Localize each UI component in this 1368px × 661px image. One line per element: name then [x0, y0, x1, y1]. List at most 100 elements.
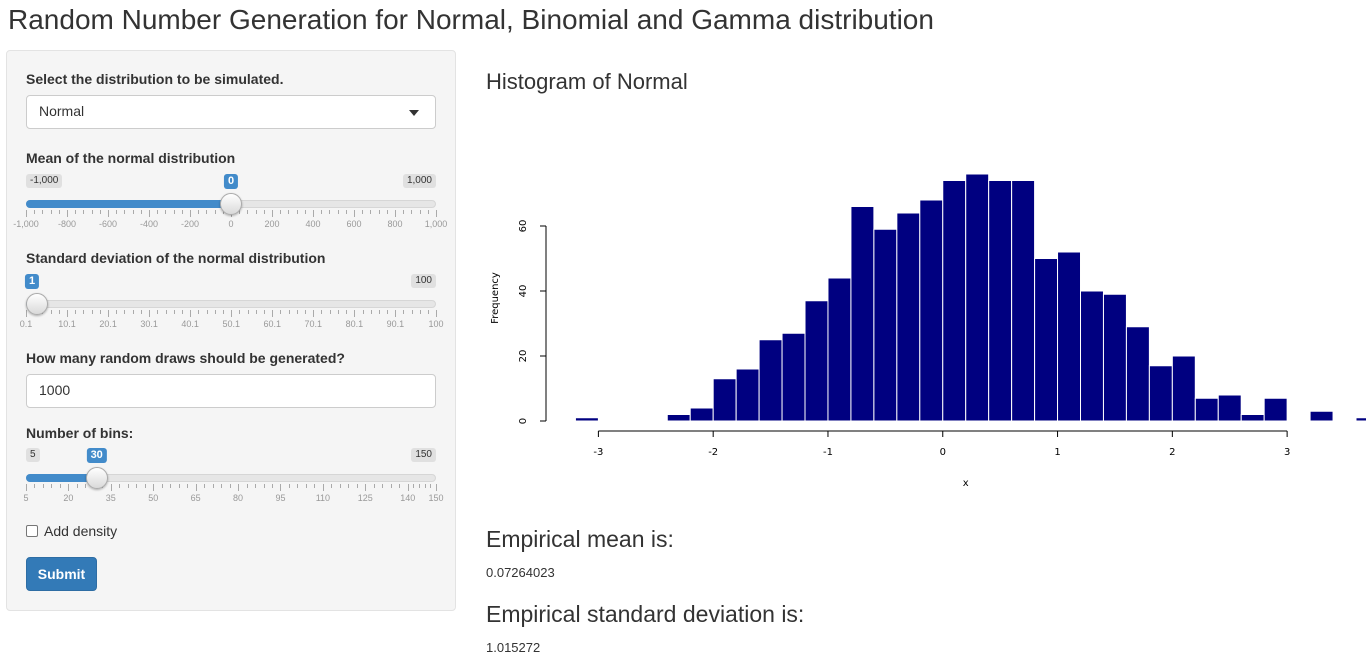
- sd-slider-tick: [436, 310, 437, 317]
- mean-slider-minor-tick: [124, 210, 126, 214]
- bins-slider-minor-tick: [390, 484, 392, 488]
- sd-slider-minor-tick: [370, 310, 372, 314]
- sd-slider-minor-tick: [305, 310, 307, 314]
- mean-slider-tick-label: 800: [387, 219, 403, 229]
- sd-slider-tick: [67, 310, 69, 317]
- y-tick-label: 0: [518, 418, 529, 424]
- mean-slider-handle[interactable]: [220, 193, 242, 215]
- sd-slider-minor-tick: [337, 310, 339, 314]
- sd-slider-minor-tick: [403, 310, 405, 314]
- histogram-bar: [804, 300, 829, 422]
- chevron-down-icon: [409, 110, 419, 116]
- sd-slider-track[interactable]: [26, 300, 436, 308]
- distribution-select[interactable]: Normal: [26, 95, 436, 129]
- sd-slider-minor-tick: [157, 310, 159, 314]
- x-axis-label: x: [963, 478, 969, 489]
- sd-slider-minor-tick: [181, 310, 183, 314]
- draws-input[interactable]: 1000: [26, 374, 436, 408]
- mean-slider-fill: [26, 200, 231, 208]
- histogram-bar: [758, 339, 783, 422]
- sd-slider-tick: [149, 310, 151, 317]
- sd-slider-minor-tick: [222, 310, 224, 314]
- bins-slider-handle[interactable]: [85, 467, 108, 489]
- mean-slider-minor-tick: [157, 210, 159, 214]
- sd-slider-tick: [313, 310, 315, 317]
- sd-slider-minor-tick: [58, 310, 60, 314]
- bins-slider-minor-tick: [42, 484, 44, 488]
- x-tick-label: 2: [1169, 447, 1175, 458]
- bins-slider-max-label: 150: [411, 448, 436, 462]
- mean-slider-tick: [272, 210, 273, 217]
- mean-slider-minor-tick: [411, 210, 413, 214]
- mean-slider[interactable]: -1,000 -800 -600 -400 -200 0 200 400 600 800 1,000…: [13, 174, 447, 244]
- mean-slider-minor-tick: [34, 210, 36, 214]
- mean-slider-minor-tick: [165, 210, 167, 214]
- x-tick-label: -3: [593, 447, 603, 458]
- sd-slider-minor-tick: [288, 310, 290, 314]
- bins-slider-minor-tick: [382, 484, 384, 488]
- sd-slider-minor-tick: [296, 310, 298, 314]
- mean-slider-tick-label: 0: [228, 219, 234, 229]
- sd-slider[interactable]: 0.1 10.1 20.1 30.1 40.1 50.1 60.1 70.1 80.1 90.1 1…: [20, 274, 444, 344]
- histogram-bar: [965, 173, 990, 422]
- sd-slider-minor-tick: [362, 310, 364, 314]
- bins-slider-tick: [322, 484, 324, 491]
- mean-slider-minor-tick: [83, 210, 85, 214]
- histogram-bar: [1263, 397, 1288, 422]
- bins-slider-minor-tick: [331, 484, 333, 488]
- sd-slider-label: Standard deviation of the normal distrib…: [26, 250, 326, 266]
- sd-slider-minor-tick: [132, 310, 134, 314]
- bins-slider-tick: [436, 484, 437, 491]
- sd-slider-tick: [190, 310, 192, 317]
- bins-slider-minor-tick: [399, 484, 401, 488]
- sd-slider-tick: [272, 310, 274, 317]
- bins-slider-minor-tick: [255, 484, 257, 488]
- distribution-label: Select the distribution to be simulated.: [26, 71, 284, 87]
- empirical-sd-value: 1.015272: [486, 640, 541, 655]
- sd-slider-minor-tick: [75, 310, 77, 314]
- mean-slider-minor-tick: [181, 210, 183, 214]
- bins-slider-minor-tick: [59, 484, 61, 488]
- mean-slider-minor-tick: [58, 210, 60, 214]
- mean-slider-minor-tick: [370, 210, 372, 214]
- bins-slider-tick-label: 150: [428, 493, 444, 503]
- bins-slider-tick: [407, 484, 409, 491]
- sd-slider-tick-label: 40.1: [181, 319, 199, 329]
- mean-slider-minor-tick: [321, 210, 323, 214]
- bins-slider-minor-tick: [76, 484, 78, 488]
- sd-slider-minor-tick: [165, 310, 167, 314]
- sd-slider-minor-tick: [124, 310, 126, 314]
- bins-slider-tick: [365, 484, 367, 491]
- bins-slider-minor-tick: [221, 484, 223, 488]
- histogram-bar: [781, 332, 806, 422]
- histogram-bar: [712, 378, 737, 422]
- x-tick-label: -1: [823, 447, 833, 458]
- sd-slider-tick-label: 70.1: [304, 319, 323, 329]
- mean-slider-minor-tick: [280, 210, 282, 214]
- submit-button[interactable]: Submit: [26, 557, 97, 591]
- histogram-bar: [873, 228, 898, 422]
- sd-slider-minor-tick: [264, 310, 266, 314]
- sd-slider-minor-tick: [427, 310, 429, 314]
- mean-slider-minor-tick: [386, 210, 388, 214]
- sd-slider-tick-label: 80.1: [345, 319, 364, 329]
- histogram-bar: [1102, 293, 1127, 422]
- sd-slider-handle[interactable]: [26, 293, 48, 315]
- density-checkbox[interactable]: [26, 525, 38, 537]
- bins-slider-minor-tick: [288, 484, 290, 488]
- histogram-bar: [1217, 394, 1242, 422]
- bins-slider-minor-tick: [212, 484, 214, 488]
- mean-slider-minor-tick: [239, 210, 241, 214]
- bins-slider-minor-tick: [419, 484, 421, 488]
- density-option[interactable]: Add density: [26, 523, 117, 539]
- mean-slider-minor-tick: [132, 210, 134, 214]
- mean-slider-tick-label: -400: [139, 219, 159, 229]
- bins-slider-minor-tick: [187, 484, 189, 488]
- bins-slider-tick-label: 65: [190, 493, 201, 503]
- mean-slider-tick: [190, 210, 191, 217]
- density-label: Add density: [44, 523, 118, 539]
- bins-slider-tick: [153, 484, 155, 491]
- sd-slider-minor-tick: [247, 310, 249, 314]
- bins-slider[interactable]: 5 20 35 50 65 80 95 110 125 140 150 5 150 30: [23, 448, 444, 518]
- mean-slider-minor-tick: [304, 210, 306, 214]
